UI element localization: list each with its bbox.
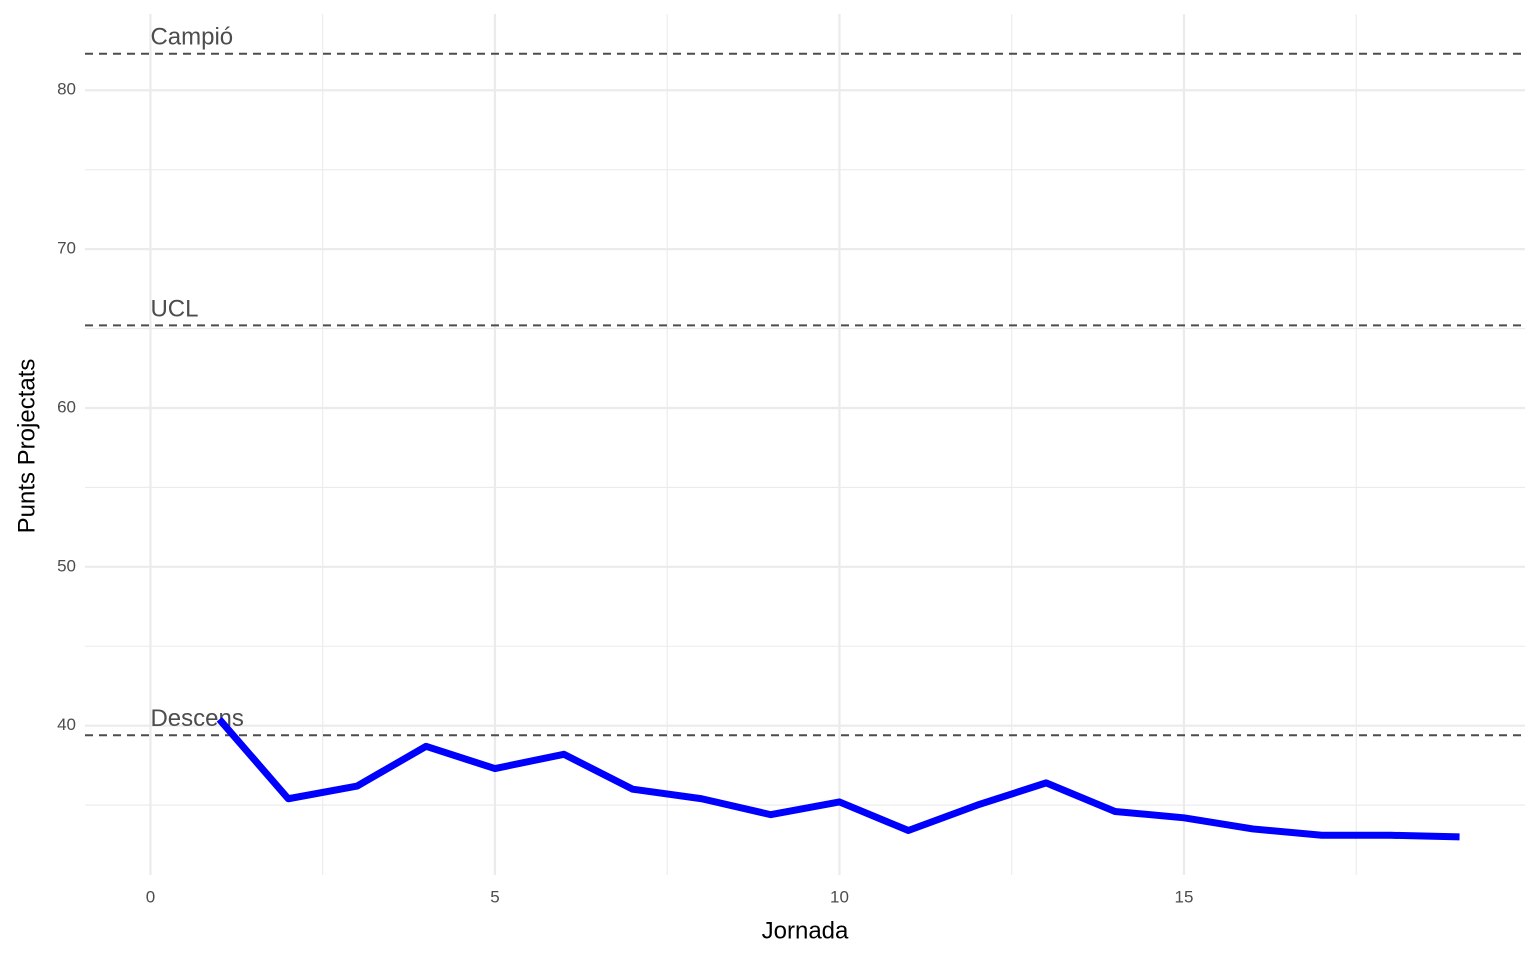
y-tick-label: 70 [57,239,76,258]
reference-label: Campió [150,24,233,51]
x-tick-label: 5 [490,887,499,906]
x-tick-label: 15 [1174,887,1193,906]
y-tick-label: 40 [57,715,76,734]
y-tick-label: 60 [57,397,76,416]
reference-label: UCL [150,295,198,322]
y-tick-label: 80 [57,80,76,99]
x-tick-label: 10 [830,887,849,906]
x-axis-title: Jornada [762,917,849,944]
data-line [216,717,1460,841]
x-tick-label: 0 [146,887,155,906]
y-tick-label: 50 [57,556,76,575]
y-axis-title: Punts Projectats [13,359,40,534]
